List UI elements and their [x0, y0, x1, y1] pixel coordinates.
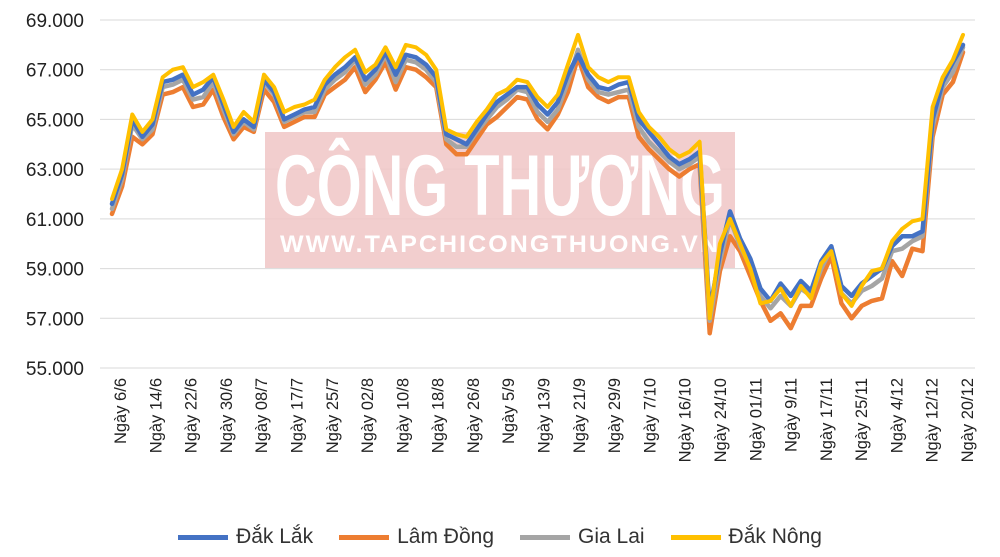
x-tick-label: Ngày 6/6 [112, 378, 130, 444]
legend-swatch-lam-dong [339, 534, 390, 540]
x-tick-label: Ngày 4/12 [888, 378, 906, 453]
x-tick-label: Ngày 26/8 [465, 378, 483, 453]
y-tick-label: 61.000 [26, 210, 84, 231]
legend-item-dak-nong: Đắk Nông [670, 525, 822, 549]
legend-label-dak-lak: Đắk Lắk [236, 525, 314, 548]
y-tick-label: 55.000 [26, 359, 84, 380]
x-tick-label: Ngày 08/7 [253, 378, 271, 453]
x-tick-label: Ngày 01/11 [747, 378, 765, 461]
x-tick-label: Ngày 16/10 [677, 378, 695, 462]
x-tick-label: Ngày 25/11 [853, 378, 871, 461]
x-tick-label: Ngày 25/7 [324, 378, 342, 453]
series-lines [109, 32, 966, 336]
y-axis-ticks: 55.000 57.000 59.000 61.000 63.000 65.000 67.0… [26, 11, 84, 380]
watermark-title: CÔNG THƯƠNG [275, 138, 725, 234]
legend-item-lam-dong: Lâm Đồng [339, 525, 494, 549]
legend-item-dak-lak: Đắk Lắk [178, 525, 313, 549]
y-tick-label: 65.000 [26, 110, 84, 131]
x-tick-label: Ngày 21/9 [571, 378, 589, 453]
y-tick-label: 63.000 [26, 160, 84, 181]
x-tick-label: Ngày 9/11 [783, 378, 801, 452]
x-tick-label: Ngày 20/12 [959, 378, 977, 462]
legend-swatch-dak-nong [670, 534, 721, 540]
x-tick-label: Ngày 12/12 [924, 378, 942, 462]
series-line-Đắk Nông [110, 32, 965, 321]
watermark-url: WWW.TAPCHICONGTHUONG.VN [280, 231, 720, 258]
x-tick-label: Ngày 02/8 [359, 378, 377, 453]
x-tick-label: Ngày 17/7 [288, 378, 306, 453]
x-tick-label: Ngày 22/6 [183, 378, 201, 453]
x-tick-label: Ngày 5/9 [500, 378, 518, 444]
legend-label-dak-nong: Đắk Nông [728, 525, 822, 548]
y-tick-label: 57.000 [26, 309, 84, 330]
x-tick-label: Ngày 13/9 [536, 378, 554, 453]
y-tick-label: 69.000 [26, 11, 84, 32]
x-tick-label: Ngày 29/9 [606, 378, 624, 453]
x-tick-label: Ngày 17/11 [818, 378, 836, 461]
legend-label-lam-dong: Lâm Đồng [397, 525, 494, 548]
x-tick-label: Ngày 18/8 [430, 378, 448, 453]
legend: Đắk Lắk Lâm Đồng Gia Lai Đắk Nông [0, 522, 1000, 552]
legend-item-gia-lai: Gia Lai [520, 525, 645, 549]
series-line-Lâm Đồng [109, 50, 966, 336]
legend-label-gia-lai: Gia Lai [578, 525, 645, 548]
x-tick-label: Ngày 14/6 [147, 378, 165, 453]
legend-swatch-gia-lai [520, 534, 570, 540]
y-tick-label: 67.000 [26, 61, 84, 82]
x-tick-label: Ngày 24/10 [712, 378, 730, 462]
x-tick-label: Ngày 10/8 [394, 378, 412, 453]
x-tick-label: Ngày 7/10 [641, 378, 659, 453]
y-tick-label: 59.000 [26, 260, 84, 281]
x-axis-ticks: Ngày 6/6 Ngày 14/6 Ngày 22/6 Ngày 30/6 Ngày … [112, 378, 977, 462]
x-tick-label: Ngày 30/6 [218, 378, 236, 453]
legend-swatch-dak-lak [178, 534, 229, 540]
